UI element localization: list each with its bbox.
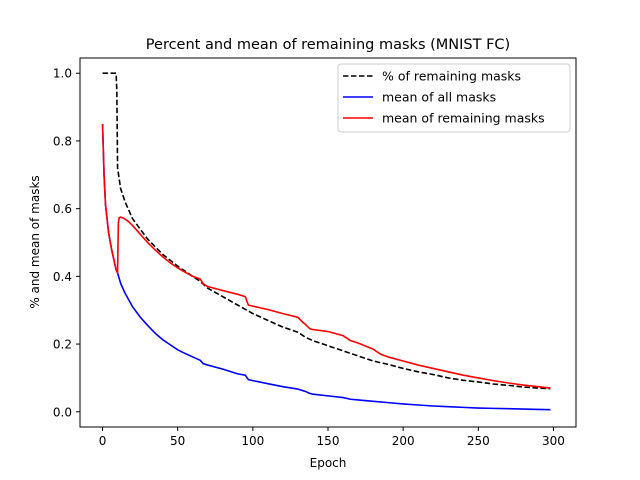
x-tick-label: 200 (392, 434, 415, 448)
x-tick-label: 0 (99, 434, 107, 448)
x-axis-label: Epoch (310, 456, 347, 470)
y-axis-label: % and mean of masks (28, 175, 42, 308)
plot-area: 0 50 100 150 200 250 300 0.0 0.2 0.4 0.6 0.8 1.0 (53, 57, 577, 448)
x-tick-label: 50 (170, 434, 185, 448)
x-tick-label: 100 (241, 434, 264, 448)
axes-layer: 0 50 100 150 200 250 300 0.0 0.2 0.4 0.6 0.8 1.0 (53, 67, 565, 448)
legend: % of remaining masks mean of all masks mea… (337, 63, 571, 133)
x-tick-label: 300 (542, 434, 565, 448)
y-tick-label: 0.8 (53, 134, 72, 148)
y-tick-label: 0.2 (53, 338, 72, 352)
legend-label-mean-of-all-masks: mean of all masks (382, 90, 496, 105)
y-tick-label: 0.0 (53, 405, 72, 419)
series-line-mean-of-all-masks (101, 123, 551, 411)
y-tick-label: 0.6 (53, 202, 72, 216)
legend-label-mean-of-remaining-masks: mean of remaining masks (382, 111, 545, 126)
y-tick-label: 1.0 (53, 67, 72, 81)
series-line-mean-of-remaining-masks (101, 123, 551, 389)
series-line-of-remaining-masks (102, 72, 551, 390)
y-tick-label: 0.4 (53, 270, 72, 284)
series-layer (101, 72, 551, 411)
legend-label-of-remaining-masks: % of remaining masks (382, 69, 521, 84)
plot-frame (79, 57, 577, 428)
legend-box (337, 63, 571, 133)
x-tick-label: 150 (317, 434, 340, 448)
x-tick-label: 250 (467, 434, 490, 448)
chart-title: Percent and mean of remaining masks (MNI… (146, 37, 510, 53)
